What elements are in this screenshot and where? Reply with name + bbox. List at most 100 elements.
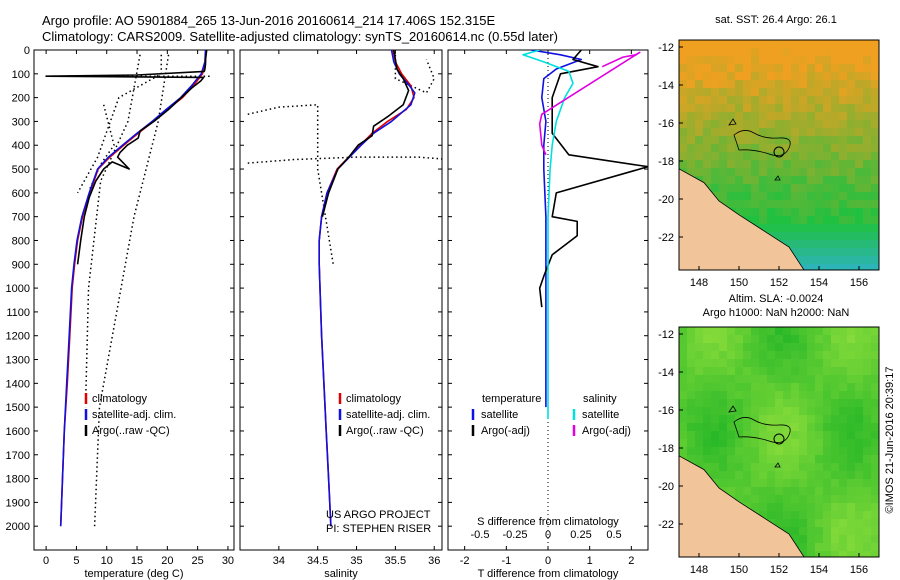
map-cell [695, 128, 704, 137]
temperature-plot-area [45, 50, 210, 527]
map-cell [759, 184, 768, 193]
temperature-envelope-dotted [88, 104, 115, 191]
map-cell [703, 40, 712, 49]
map-cell [815, 240, 824, 249]
map-cell [775, 415, 784, 424]
temperature-series-line [59, 50, 207, 527]
map-cell [711, 128, 720, 137]
map-cell [831, 391, 840, 400]
difference-x2tick-label: 0.5 [606, 529, 621, 541]
map-cell [823, 168, 832, 177]
map-cell [863, 479, 872, 488]
map-cell [775, 335, 784, 344]
ytick-label: 0 [24, 45, 30, 57]
map-cell [807, 495, 816, 504]
map-cell [687, 375, 696, 384]
map-cell [831, 120, 840, 129]
map-cell [815, 431, 824, 440]
map-cell [839, 335, 848, 344]
map-cell [695, 391, 704, 400]
map-cell [871, 423, 879, 432]
map-cell [863, 208, 872, 217]
sla_map-argo-position-marker [773, 433, 785, 445]
map-cell [815, 543, 824, 552]
map-cell [775, 80, 784, 89]
map-cell [743, 463, 752, 472]
map-cell [727, 120, 736, 129]
map-cell [855, 439, 864, 448]
map-cell [831, 327, 840, 336]
map-cell [703, 88, 712, 97]
map-cell [863, 439, 872, 448]
difference-x2label: S difference from climatology [477, 516, 619, 528]
map-cell [847, 463, 856, 472]
map-cell [783, 367, 792, 376]
map-cell [823, 128, 832, 137]
map-cell [871, 519, 879, 528]
map-cell [863, 391, 872, 400]
map-cell [775, 120, 784, 129]
map-cell [759, 216, 768, 225]
map-cell [839, 407, 848, 416]
map-cell [759, 495, 768, 504]
map-cell [823, 383, 832, 392]
map-cell [695, 144, 704, 153]
map-cell [863, 399, 872, 408]
map-cell [711, 407, 720, 416]
map-cell [743, 359, 752, 368]
map-cell [815, 88, 824, 97]
map-cell [719, 455, 728, 464]
map-cell [847, 399, 856, 408]
map-cell [855, 144, 864, 153]
map-cell [791, 56, 800, 65]
map-cell [783, 136, 792, 145]
map-cell [823, 359, 832, 368]
map-cell [839, 168, 848, 177]
map-cell [839, 64, 848, 73]
map-cell [679, 367, 688, 376]
map-cell [751, 80, 760, 89]
map-cell [791, 152, 800, 161]
map-cell [807, 136, 816, 145]
map-cell [719, 96, 728, 105]
map-cell [823, 439, 832, 448]
map-cell [863, 40, 872, 49]
map-cell [831, 367, 840, 376]
map-cell [735, 431, 744, 440]
map-cell [751, 120, 760, 129]
map-cell [791, 503, 800, 512]
sla-map-title-line1: Altim. SLA: -0.0024 [729, 293, 824, 305]
map-cell [839, 503, 848, 512]
map-cell [727, 72, 736, 81]
ytick-label: 1900 [6, 497, 30, 509]
map-cell [751, 112, 760, 121]
map-cell [719, 439, 728, 448]
map-cell [743, 407, 752, 416]
map-cell [735, 423, 744, 432]
map-cell [839, 471, 848, 480]
map-cell [815, 144, 824, 153]
map-cell [831, 88, 840, 97]
map-cell [735, 64, 744, 73]
map-cell [751, 48, 760, 57]
map-cell [703, 120, 712, 129]
map-cell [783, 391, 792, 400]
map-cell [695, 423, 704, 432]
legend-item: satellite-adj. clim. [92, 409, 176, 421]
map-cell [871, 415, 879, 424]
map-cell [871, 495, 879, 504]
map-cell [695, 383, 704, 392]
map-cell [751, 327, 760, 336]
difference-xtick-label: 2 [628, 555, 634, 567]
map-cell [743, 144, 752, 153]
map-cell [743, 495, 752, 504]
map-cell [847, 391, 856, 400]
map-cell [711, 152, 720, 161]
map-cell [759, 511, 768, 520]
map-cell [839, 463, 848, 472]
map-cell [711, 80, 720, 89]
map-cell [719, 72, 728, 81]
map-cell [767, 423, 776, 432]
map-cell [703, 407, 712, 416]
map-cell [687, 88, 696, 97]
